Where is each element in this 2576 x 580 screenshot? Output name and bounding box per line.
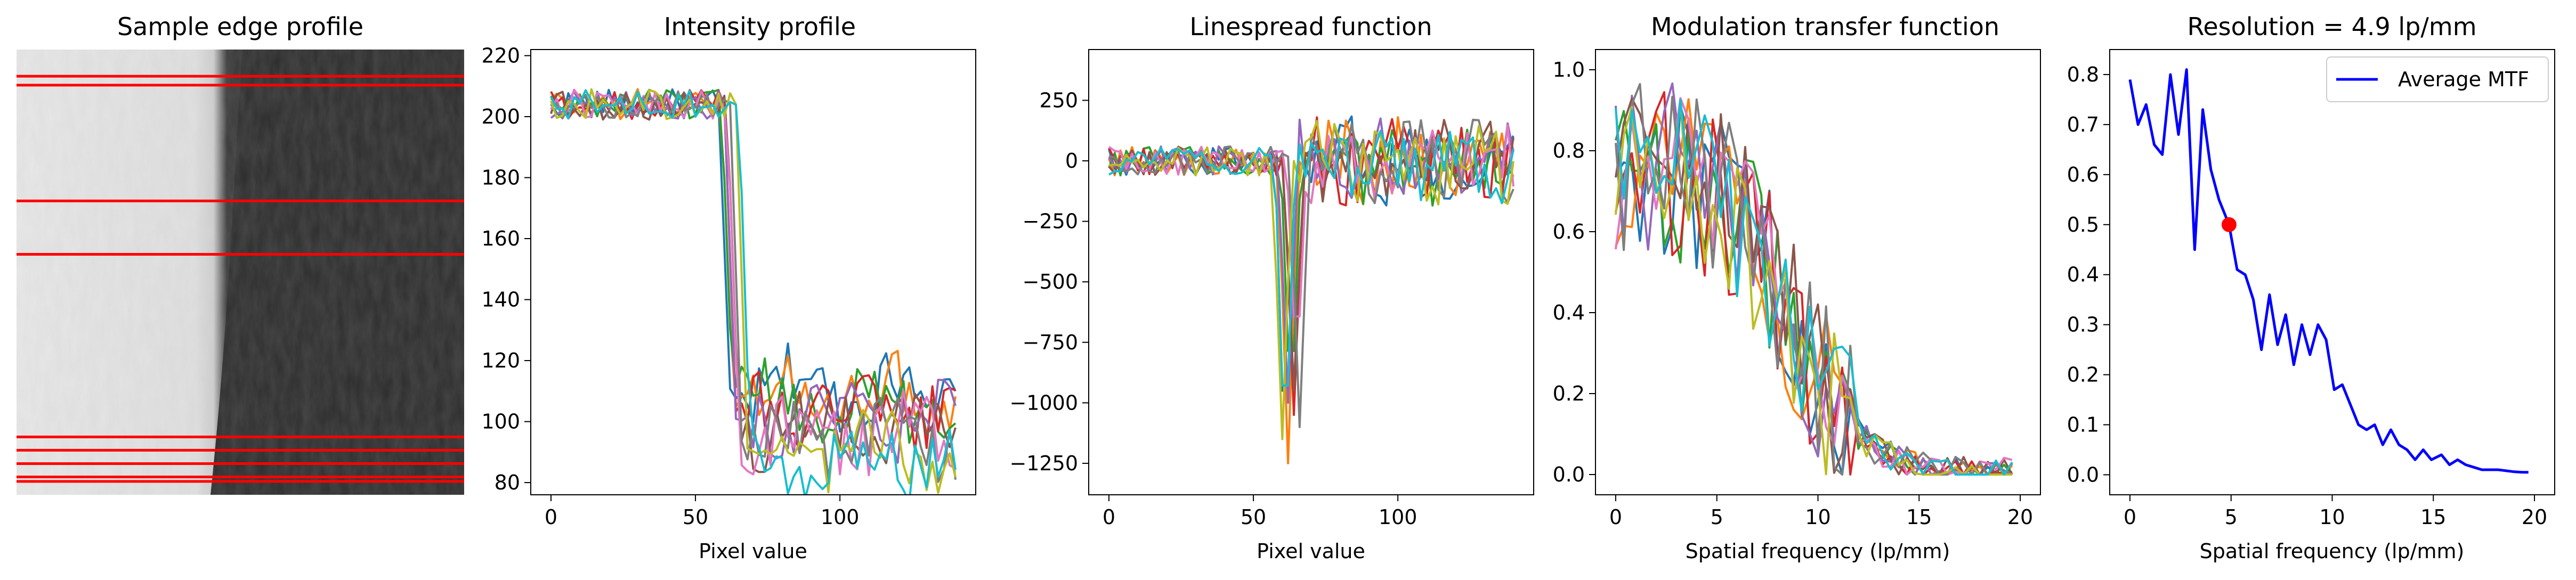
y-tick-label: −1000: [1009, 391, 1078, 414]
panel-intensity-profile: Intensity profile 0 50 100 80 100 120 140 160 18…: [481, 12, 976, 563]
y-tick-label: 0.6: [1553, 220, 1585, 243]
y-tick-label: 120: [481, 349, 520, 372]
panel-resolution: Resolution = 4.9 lp/mm 0 5 10 15 20 0.0 0.1 0.2…: [2067, 12, 2555, 563]
x-tick-label: 0: [545, 505, 557, 529]
panel-title-intensity: Intensity profile: [664, 12, 856, 41]
average-mtf-series-group: [2128, 68, 2529, 474]
x-tick-label: 0: [1609, 505, 1622, 529]
y-tick-label: −1250: [1009, 452, 1078, 475]
y-tick-label: 0.2: [1553, 382, 1585, 405]
legend-label-average-mtf: Average MTF: [2398, 68, 2529, 91]
y-tick-label: 0: [1065, 149, 1078, 173]
y-tick-label: 160: [481, 227, 520, 250]
x-tick-label: 20: [2522, 505, 2547, 529]
panel-title-linespread: Linespread function: [1189, 12, 1432, 41]
y-tick-label: 0.0: [1553, 463, 1585, 486]
intensity-ticks: 0 50 100 80 100 120 140 160 180 200 220: [481, 44, 859, 529]
y-tick-label: 0.0: [2067, 463, 2099, 486]
legend-box: [2326, 56, 2549, 102]
y-tick-label: 0.5: [2067, 213, 2099, 236]
x-tick-label: 5: [2225, 505, 2238, 529]
x-tick-label: 10: [2319, 505, 2345, 529]
y-tick-label: −250: [1023, 210, 1078, 233]
y-tick-label: 180: [481, 166, 520, 189]
mtf-series-line: [1615, 83, 2013, 476]
x-axis-label-resolution: Spatial frequency (lp/mm): [2200, 540, 2465, 563]
x-axis-label-mtf: Spatial frequency (lp/mm): [1686, 540, 1950, 563]
mtf-series-line: [1615, 99, 2013, 476]
average-mtf-line: [2128, 68, 2529, 474]
intensity-series-group: [550, 88, 957, 495]
y-tick-label: 0.7: [2067, 113, 2099, 136]
x-tick-label: 10: [1805, 505, 1830, 529]
resolution-ticks: 0 5 10 15 20 0.0 0.1 0.2 0.3 0.4 0.5 0.6 0.7 0.8: [2067, 63, 2548, 529]
mtf-ticks: 0 5 10 15 20 0.0 0.2 0.4 0.6 0.8 1.0: [1553, 58, 2034, 529]
x-tick-label: 5: [1711, 505, 1723, 529]
x-tick-label: 15: [1906, 505, 1932, 529]
panel-sample-edge: Sample edge profile: [17, 12, 464, 495]
linespread-series-group: [1108, 115, 1514, 464]
y-tick-label: 80: [495, 471, 520, 494]
y-tick-label: −750: [1023, 331, 1078, 354]
y-tick-label: 0.2: [2067, 363, 2099, 387]
panel-linespread: Linespread function 0 50 100 250 0 −250 −500 −7…: [1009, 12, 1534, 563]
x-tick-label: 20: [2007, 505, 2033, 529]
linespread-series-line: [1108, 129, 1514, 387]
y-tick-label: 0.4: [1553, 301, 1585, 324]
x-tick-label: 50: [683, 505, 708, 529]
axes-frame-intensity: [530, 49, 976, 495]
axes-frame-linespread: [1088, 49, 1534, 495]
y-tick-label: 200: [481, 105, 520, 128]
y-tick-label: 0.3: [2067, 313, 2099, 337]
intensity-series-line: [550, 88, 957, 494]
edge-sample-lines: [17, 75, 464, 483]
x-tick-label: 15: [2420, 505, 2446, 529]
y-tick-label: 220: [481, 44, 520, 67]
mtf-series-line: [1615, 91, 2013, 476]
panel-title-sample-edge: Sample edge profile: [117, 12, 363, 41]
mtf-series-group: [1615, 82, 2013, 476]
resolution-marker-point: [2221, 217, 2237, 232]
x-tick-label: 100: [1379, 505, 1417, 529]
x-tick-label: 100: [821, 505, 860, 529]
linespread-ticks: 0 50 100 250 0 −250 −500 −750 −1000 −1250: [1009, 88, 1417, 529]
panel-title-resolution: Resolution = 4.9 lp/mm: [2187, 12, 2476, 41]
y-tick-label: 0.4: [2067, 263, 2099, 287]
legend: Average MTF: [2326, 56, 2549, 102]
edge-image-grain: [17, 50, 464, 495]
y-tick-label: 0.8: [2067, 63, 2099, 86]
panel-mtf: Modulation transfer function 0 5 10 15 20 0.0…: [1553, 12, 2041, 563]
y-tick-label: −500: [1023, 270, 1078, 293]
y-tick-label: 0.1: [2067, 413, 2099, 436]
y-tick-label: 1.0: [1553, 58, 1585, 81]
panel-title-mtf: Modulation transfer function: [1651, 12, 1999, 41]
y-tick-label: 0.8: [1553, 139, 1585, 162]
x-axis-label-intensity: Pixel value: [699, 540, 807, 563]
y-tick-label: 100: [481, 410, 520, 434]
intensity-series-line: [550, 89, 956, 453]
x-tick-label: 0: [1103, 505, 1115, 529]
x-axis-label-linespread: Pixel value: [1257, 540, 1365, 563]
y-tick-label: 140: [481, 288, 520, 312]
x-tick-label: 50: [1241, 505, 1266, 529]
y-tick-label: 250: [1039, 88, 1078, 112]
x-tick-label: 0: [2124, 505, 2136, 529]
intensity-series-line: [550, 89, 957, 495]
y-tick-label: 0.6: [2067, 163, 2099, 186]
